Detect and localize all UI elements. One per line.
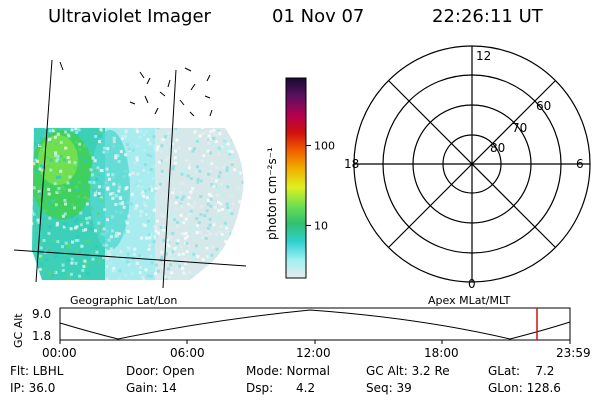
info-gain: Gain: 14 xyxy=(126,381,177,395)
colorbar-tick-label: 10 xyxy=(314,219,328,232)
colorbar-gradient xyxy=(285,77,307,279)
time-tick-0600: 06:00 xyxy=(170,346,205,360)
alt-tick-1-8: 1.8 xyxy=(32,329,51,343)
time-tick-0000: 00:00 xyxy=(42,346,77,360)
mlt-label-12: 12 xyxy=(476,49,491,63)
polar-grid xyxy=(353,45,591,283)
instrument-title: Ultraviolet Imager xyxy=(48,6,211,27)
info-seq: Seq: 39 xyxy=(366,381,412,395)
colorbar-label: photon cm⁻²s⁻¹ xyxy=(265,147,279,240)
lat-label-80: 80 xyxy=(490,141,505,155)
geographic-grid xyxy=(13,59,247,289)
colorbar-tick-label: 100 xyxy=(314,140,335,153)
info-dsp: Dsp: 4.2 xyxy=(246,381,316,395)
mlt-label-6: 6 xyxy=(576,157,584,171)
mlt-label-18: 18 xyxy=(344,157,359,171)
altitude-curve xyxy=(59,309,571,340)
date-label: 01 Nov 07 xyxy=(272,6,365,27)
time-tick-1800: 18:00 xyxy=(424,346,459,360)
info-door: Door: Open xyxy=(126,364,195,378)
mlt-label-0: 0 xyxy=(468,277,476,291)
time-label: 22:26:11 UT xyxy=(432,6,543,27)
time-tick-1200: 12:00 xyxy=(296,346,331,360)
apex-label: Apex MLat/MLT xyxy=(428,294,511,307)
alt-axis-label: GC Alt xyxy=(12,313,25,348)
colorbar-ticks: 100 10 xyxy=(306,140,335,232)
info-ip: IP: 36.0 xyxy=(10,381,56,395)
aurora-image xyxy=(32,128,244,280)
info-flt: Flt: LBHL xyxy=(10,364,64,378)
x-axis-ticks xyxy=(59,340,571,344)
lat-label-60: 60 xyxy=(536,99,551,113)
info-gc-alt: GC Alt: 3.2 Re xyxy=(366,364,450,378)
info-mode: Mode: Normal xyxy=(246,364,330,378)
alt-tick-9: 9.0 xyxy=(32,307,51,321)
geographic-label: Geographic Lat/Lon xyxy=(70,294,178,307)
info-glat: GLat: 7.2 xyxy=(488,364,555,378)
time-tick-2359: 23:59 xyxy=(556,346,591,360)
info-glon: GLon: 128.6 xyxy=(488,381,561,395)
lat-label-70: 70 xyxy=(512,121,527,135)
